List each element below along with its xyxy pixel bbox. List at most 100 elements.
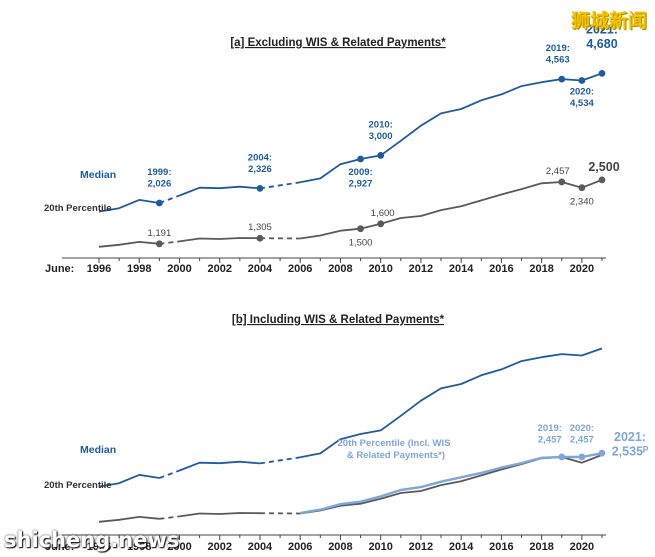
x-tick-label: 2010 <box>368 263 392 275</box>
series-line <box>259 181 301 190</box>
data-point-marker <box>256 184 264 192</box>
chart-panel-b: [b] Including WIS & Related Payments* Jun… <box>44 314 649 553</box>
data-label: 2,457 <box>546 166 570 177</box>
data-label: 2,340 <box>570 197 594 208</box>
series-line <box>300 179 603 240</box>
data-point-marker <box>357 225 364 233</box>
series-line <box>98 516 160 523</box>
x-tick-label: 2020 <box>570 263 594 275</box>
series-20th-percentile: 1,191 1,305 1,500 1,600 2,457 2,340 2,500 20th … <box>44 160 620 249</box>
x-tick-label: 2016 <box>489 263 513 275</box>
x-tick-label: 1996 <box>87 541 111 553</box>
x-tick-label: 2006 <box>288 263 312 275</box>
watermark-bottom-left: shicheng.news <box>4 528 180 552</box>
data-label-line: 2,535ᴾ <box>612 445 649 459</box>
data-label: 1,305 <box>248 222 272 233</box>
data-label: 2019: 4,563 <box>546 43 570 65</box>
data-label-line: 2019: <box>538 423 562 434</box>
series-label: Median <box>80 169 116 181</box>
data-point-marker <box>578 77 586 84</box>
x-tick-label: 2000 <box>167 263 191 275</box>
data-point-marker <box>377 220 385 228</box>
data-point-marker <box>377 152 385 159</box>
data-label: 2,500 <box>588 160 619 174</box>
x-tick-label: 2014 <box>449 541 474 553</box>
x-tick-label: 2004 <box>248 263 273 275</box>
data-point-marker <box>155 240 163 248</box>
series-line <box>159 194 180 204</box>
data-label-line: 1,305 <box>248 222 272 233</box>
data-point-marker <box>598 176 606 184</box>
x-tick-label: 2000 <box>167 541 191 553</box>
data-label-line: 4,680 <box>586 37 617 51</box>
x-axis-prefix: June: <box>45 263 74 275</box>
data-label-line: 2010: <box>369 119 393 130</box>
data-label-line: 1,600 <box>371 208 395 219</box>
x-tick-label: 1998 <box>127 541 151 553</box>
data-label: 1999: 2,026 <box>147 167 171 190</box>
data-point-marker <box>256 234 264 242</box>
data-label: 2020: 2,457 <box>570 423 594 446</box>
series-label: 20th Percentile <box>44 203 112 214</box>
series-median: 1999: 2,026 2004: 2,326 2009: 2,927 2010: 3,000… <box>80 22 618 213</box>
data-label-line: 1,500 <box>349 238 373 249</box>
series-line <box>300 347 603 459</box>
x-tick-label: 2008 <box>328 541 352 553</box>
x-tick-label: 2008 <box>328 263 352 275</box>
series-line <box>179 185 261 197</box>
x-tick-label: 2010 <box>368 541 392 553</box>
series-line <box>98 240 160 248</box>
data-label: 2004: 2,326 <box>248 152 272 175</box>
series-line <box>98 198 160 213</box>
series-line <box>179 460 261 472</box>
x-axis-prefix: June: <box>45 541 74 553</box>
series-line <box>98 473 160 488</box>
series-label: & Related Payments*) <box>347 450 445 461</box>
data-point-marker <box>558 178 566 186</box>
x-tick-label: 2014 <box>449 263 474 275</box>
x-tick-label: 2018 <box>529 541 553 553</box>
data-point-marker <box>578 453 586 461</box>
chart-title: [b] Including WIS & Related Payments* <box>232 314 445 326</box>
data-label-line: 2,457 <box>546 166 570 177</box>
data-label: 2010: 3,000 <box>369 119 393 142</box>
series-line <box>259 456 301 465</box>
data-label-line: 2,340 <box>570 197 594 208</box>
x-tick-label: 1998 <box>127 263 151 275</box>
x-tick-label: 2012 <box>409 541 433 553</box>
series-line <box>159 469 180 479</box>
data-label-line: 2020: <box>570 87 594 98</box>
data-label-line: 2,927 <box>349 179 373 190</box>
x-tick-label: 2012 <box>409 263 433 275</box>
data-label-line: 2021: <box>586 22 618 36</box>
data-label-line: 2,457 <box>570 434 594 445</box>
data-point-marker <box>558 75 566 83</box>
x-tick-label: 2018 <box>529 263 553 275</box>
data-label-line: 2,500 <box>588 160 619 174</box>
data-label-line: 2020: <box>570 423 594 434</box>
data-label-line: 2,026 <box>147 179 171 190</box>
data-point-marker <box>598 69 606 77</box>
data-label-line: 2,457 <box>538 434 562 445</box>
x-tick-label: 2006 <box>288 541 312 553</box>
series-line <box>299 452 603 515</box>
series-line <box>300 72 603 184</box>
data-label-line: 2021: <box>614 430 646 444</box>
data-label-line: 2,326 <box>248 164 272 175</box>
data-label: 1,191 <box>147 228 171 239</box>
data-label: 1,500 <box>349 238 373 249</box>
data-label-line: 2019: <box>546 43 570 54</box>
data-label: 2009: 2,927 <box>348 167 372 190</box>
data-label-line: 2009: <box>348 167 372 178</box>
data-point-marker <box>598 449 606 457</box>
data-label-line: 4,563 <box>546 55 570 66</box>
data-point-marker <box>357 155 364 163</box>
series-line <box>179 237 261 243</box>
data-label: 2019: 2,457 <box>538 423 562 446</box>
data-label-line: 2004: <box>248 152 272 163</box>
x-tick-label: 2004 <box>248 541 273 553</box>
series-label: 20th Percentile (Incl. WIS <box>338 438 451 449</box>
x-tick-label: 2002 <box>207 541 231 553</box>
series-label: Median <box>80 444 116 456</box>
